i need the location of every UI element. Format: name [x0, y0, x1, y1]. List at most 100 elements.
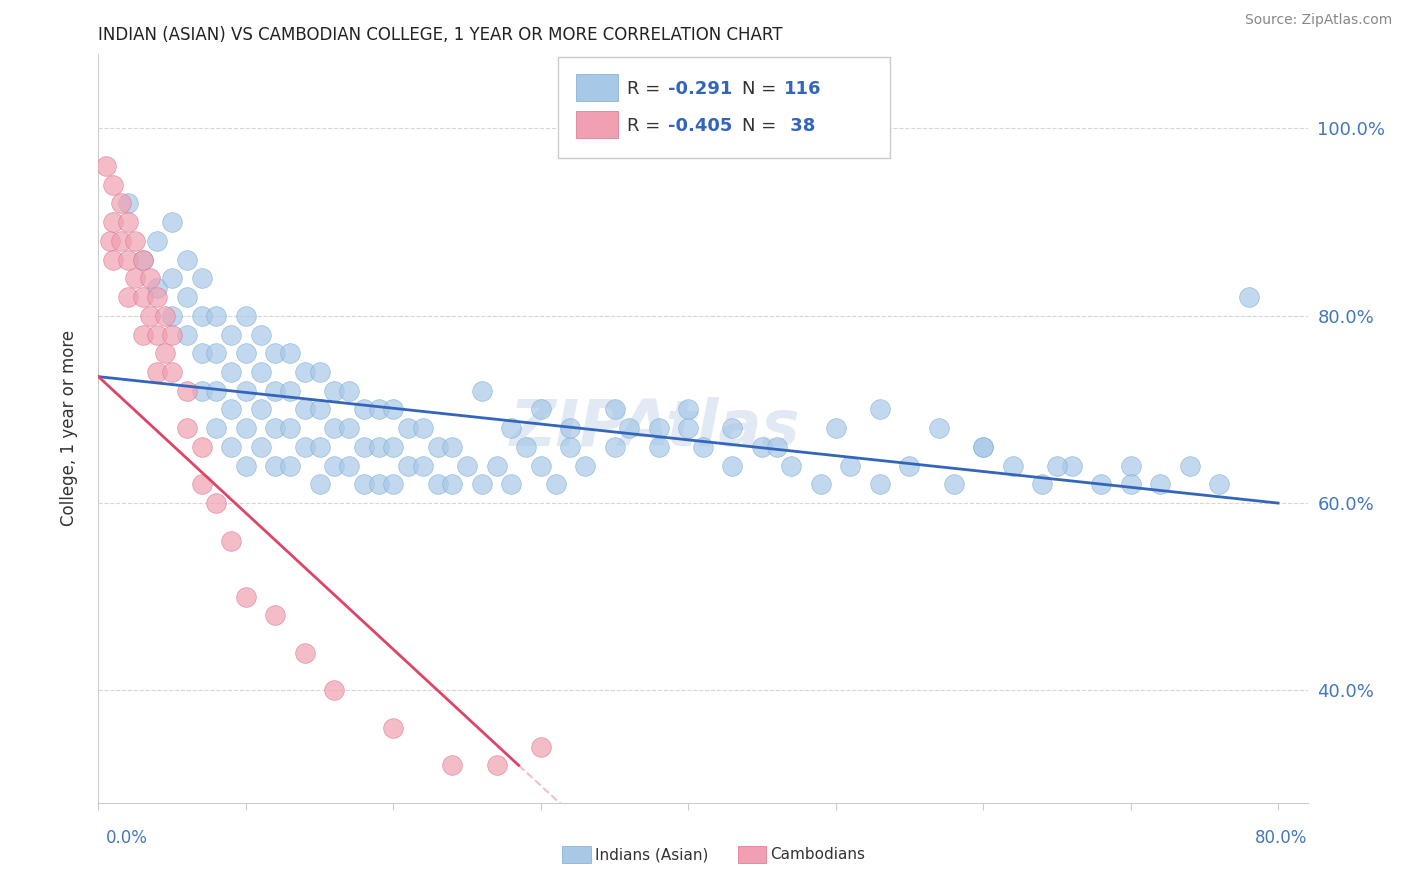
Point	[146, 290, 169, 304]
Point	[249, 365, 271, 379]
Point	[574, 458, 596, 473]
Point	[117, 196, 139, 211]
Point	[678, 421, 700, 435]
Text: -0.291: -0.291	[668, 79, 733, 98]
Point	[544, 477, 567, 491]
Point	[485, 758, 508, 772]
Point	[1119, 477, 1142, 491]
Point	[501, 477, 523, 491]
Point	[530, 739, 553, 754]
Point	[249, 440, 271, 454]
Point	[278, 421, 301, 435]
Text: R =: R =	[627, 79, 666, 98]
Point	[810, 477, 832, 491]
Point	[160, 309, 183, 323]
FancyBboxPatch shape	[576, 112, 619, 138]
Point	[294, 402, 316, 417]
Point	[603, 402, 626, 417]
Point	[190, 384, 212, 398]
Point	[396, 421, 419, 435]
Text: R =: R =	[627, 117, 666, 136]
Point	[603, 440, 626, 454]
Point	[235, 458, 257, 473]
Point	[264, 608, 287, 623]
Point	[219, 327, 242, 342]
Point	[219, 402, 242, 417]
Point	[441, 477, 464, 491]
Point	[117, 290, 139, 304]
Point	[1090, 477, 1112, 491]
Point	[560, 421, 582, 435]
Point	[692, 440, 714, 454]
Point	[176, 290, 198, 304]
Point	[190, 271, 212, 285]
Point	[146, 234, 169, 248]
Point	[942, 477, 965, 491]
Point	[1031, 477, 1053, 491]
Point	[456, 458, 478, 473]
FancyBboxPatch shape	[576, 74, 619, 101]
Point	[205, 346, 228, 360]
Text: 116: 116	[785, 79, 821, 98]
Point	[146, 327, 169, 342]
Point	[101, 215, 124, 229]
Point	[972, 440, 994, 454]
Point	[839, 458, 862, 473]
Text: Indians (Asian): Indians (Asian)	[595, 847, 709, 862]
Point	[1208, 477, 1230, 491]
Point	[205, 421, 228, 435]
Point	[367, 440, 389, 454]
Point	[560, 440, 582, 454]
Text: N =: N =	[742, 79, 782, 98]
Point	[294, 440, 316, 454]
Point	[278, 458, 301, 473]
Point	[205, 496, 228, 510]
Point	[412, 421, 434, 435]
Point	[308, 365, 330, 379]
Text: INDIAN (ASIAN) VS CAMBODIAN COLLEGE, 1 YEAR OR MORE CORRELATION CHART: INDIAN (ASIAN) VS CAMBODIAN COLLEGE, 1 Y…	[98, 26, 783, 44]
Point	[1060, 458, 1083, 473]
Point	[898, 458, 921, 473]
Point	[278, 346, 301, 360]
Text: 80.0%: 80.0%	[1256, 829, 1308, 847]
Point	[131, 327, 153, 342]
Point	[264, 458, 287, 473]
Point	[294, 365, 316, 379]
Point	[323, 384, 346, 398]
Point	[1149, 477, 1171, 491]
Point	[153, 309, 176, 323]
Point	[110, 234, 132, 248]
Point	[308, 477, 330, 491]
Point	[721, 421, 744, 435]
Point	[1001, 458, 1024, 473]
Point	[160, 215, 183, 229]
Point	[323, 458, 346, 473]
Point	[382, 402, 405, 417]
Point	[219, 440, 242, 454]
Point	[382, 721, 405, 735]
Point	[441, 758, 464, 772]
Point	[153, 346, 176, 360]
Point	[972, 440, 994, 454]
Point	[353, 477, 375, 491]
Point	[308, 440, 330, 454]
Point	[205, 384, 228, 398]
Point	[530, 458, 553, 473]
Point	[131, 252, 153, 267]
Point	[619, 421, 641, 435]
Text: 0.0%: 0.0%	[105, 829, 148, 847]
Point	[441, 440, 464, 454]
Point	[235, 384, 257, 398]
Point	[98, 234, 121, 248]
Point	[235, 309, 257, 323]
Point	[751, 440, 773, 454]
Point	[530, 402, 553, 417]
Point	[471, 384, 494, 398]
Point	[765, 440, 787, 454]
Point	[190, 309, 212, 323]
Point	[131, 290, 153, 304]
Point	[190, 477, 212, 491]
Point	[323, 421, 346, 435]
Point	[485, 458, 508, 473]
Point	[308, 402, 330, 417]
